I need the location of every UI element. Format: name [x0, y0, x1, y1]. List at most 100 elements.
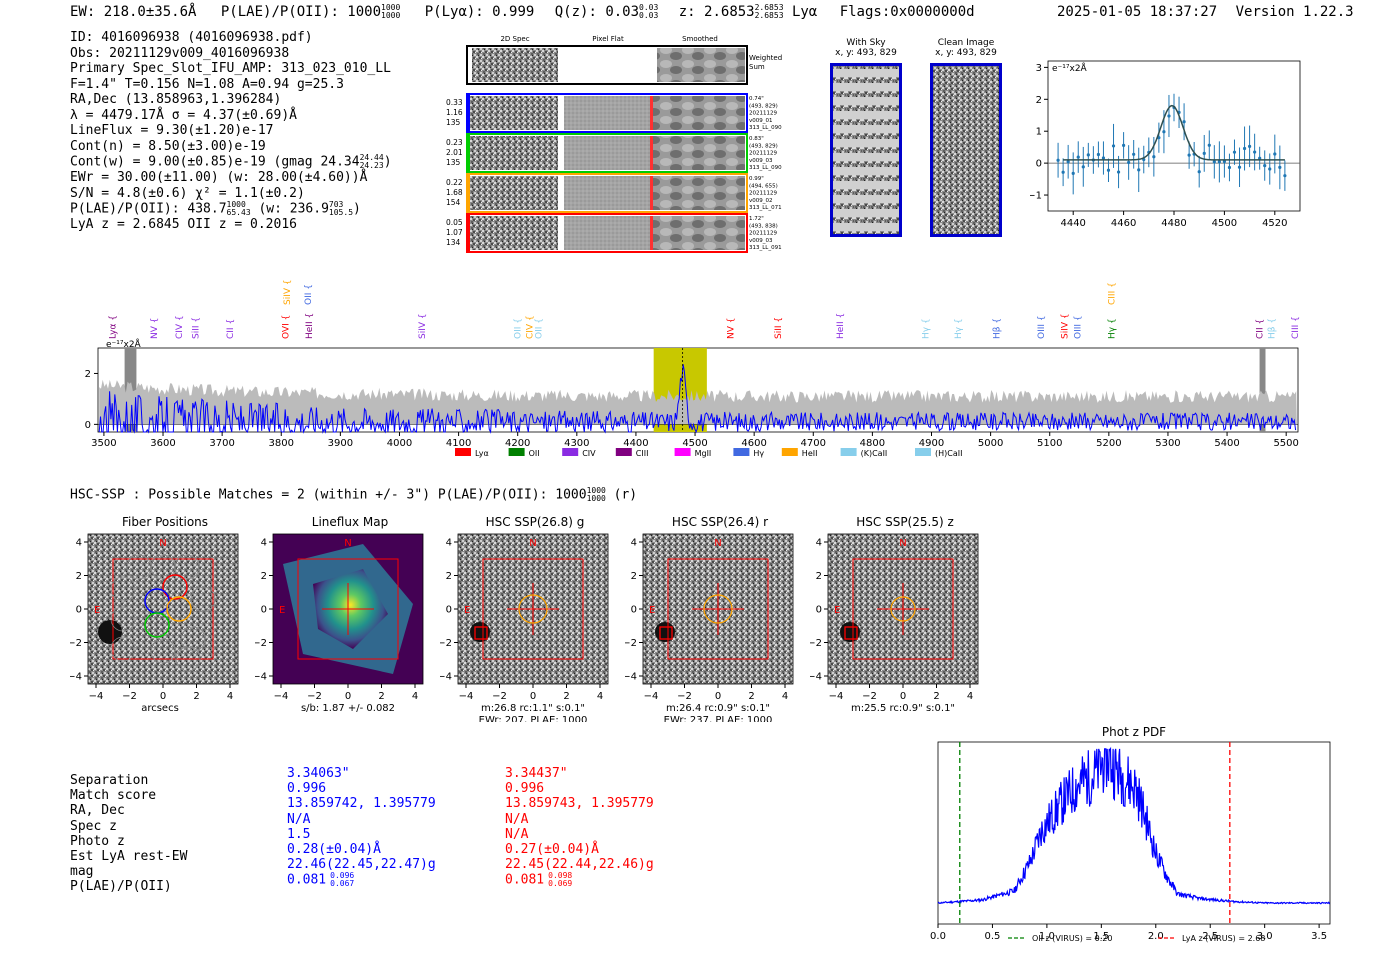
- spec-xtick-label: 4300: [564, 438, 589, 449]
- image-panel: HSC SSP(25.5) z N E −4 −2 0 2 4 4 2 0 −2 −4 m:25.5 rc…: [810, 515, 979, 714]
- north-label: N: [159, 538, 166, 549]
- legend-label: Lyα: [475, 449, 489, 458]
- datetime: 2025-01-05 18:37:27: [1057, 4, 1218, 20]
- panel-ytick-label: −2: [440, 638, 452, 649]
- fit-point: [1096, 152, 1100, 157]
- match-value: 0.27(±0.04)Å: [505, 842, 599, 858]
- aperture-box: [112, 558, 214, 660]
- fit-point: [1268, 167, 1272, 171]
- fit-point: [1167, 114, 1171, 118]
- east-label: E: [279, 605, 285, 616]
- legend-swatch: [781, 448, 798, 456]
- lambda-line: λ = 4479.17Å σ = 4.37(±0.69)Å: [70, 107, 297, 123]
- header-right: 2025-01-05 18:37:27 Version 1.22.3: [1057, 4, 1354, 20]
- panel-ytick-label: −4: [70, 672, 82, 683]
- match-row-label: Est LyA rest-EW: [70, 849, 188, 865]
- cutout-right-label: 313_LL_091: [749, 245, 782, 251]
- spec-xtick-label: 4900: [919, 438, 944, 449]
- panel-xtick-label: 2: [563, 691, 569, 702]
- panel-xtick-label: 4: [967, 691, 973, 702]
- hsc-title: HSC-SSP : Possible Matches = 2 (within +…: [70, 486, 638, 503]
- legend-label: (K)CaII: [861, 449, 888, 458]
- emission-line-label: SiIV {: [283, 279, 293, 305]
- fit-point: [1237, 165, 1242, 169]
- fiber-circle: [174, 554, 200, 580]
- match-value: 1.5: [287, 826, 311, 842]
- spec-xtick-label: 4600: [741, 438, 766, 449]
- panel-xtick-label: −2: [862, 691, 877, 702]
- id-line: ID: 4016096938 (4016096938.pdf): [70, 30, 313, 45]
- panel-xtick-label: −4: [274, 691, 289, 702]
- match-value: 22.45(22.44,22.46)g: [505, 857, 654, 873]
- fit-point: [1283, 174, 1287, 178]
- panel-ytick-label: −2: [255, 638, 267, 649]
- panel-ytick-label: −4: [810, 672, 822, 683]
- panel-xtick-label: 4: [597, 691, 603, 702]
- legend-swatch: [840, 448, 857, 456]
- panel-xtick-label: 0: [900, 691, 906, 702]
- legend-swatch: [674, 448, 691, 456]
- panel-caption: EWr: 207, PLAE: 1000: [479, 715, 588, 722]
- aperture-box: [297, 558, 399, 660]
- panel-xtick-label: 2: [933, 691, 939, 702]
- spectrum-ylabel: e⁻¹⁷x2Å: [106, 338, 142, 350]
- fit-point: [1182, 120, 1186, 124]
- fit-ylabel: e⁻¹⁷x2Å: [1052, 62, 1088, 74]
- fit-point: [1187, 153, 1191, 157]
- spec-xtick-label: 5100: [1037, 438, 1062, 449]
- cutout-left-label: 135: [446, 158, 461, 167]
- cutout-right-label: 20211129: [749, 191, 777, 197]
- fit-point: [1202, 151, 1206, 155]
- panel-caption: arcsecs: [141, 703, 179, 714]
- fit-point: [1081, 165, 1085, 169]
- spectra-cutouts: 2D Spec Pixel Flat Smoothed Weighted Sum…: [446, 35, 782, 253]
- fiber-circle: [180, 626, 206, 652]
- fit-point: [1076, 155, 1080, 159]
- spec-xtick-label: 5500: [1273, 438, 1298, 449]
- spec-xtick-label: 4800: [860, 438, 885, 449]
- panel-ytick-label: −4: [255, 672, 267, 683]
- panel-ytick-label: 0: [261, 605, 267, 616]
- fit-point: [1111, 144, 1116, 148]
- emission-line-label: SiII {: [191, 317, 201, 339]
- photz-title: Phot z PDF: [1102, 725, 1166, 739]
- panel-ytick-label: −2: [625, 638, 637, 649]
- panel-xtick-label: −2: [677, 691, 692, 702]
- line-fit-plot: e⁻¹⁷x2Å 4440 4460 4480 4500 4520 3 2 1 0 −1: [1030, 60, 1301, 229]
- clean-image: [930, 63, 1002, 237]
- east-label: E: [94, 605, 100, 616]
- cutout-right-label: (493, 838): [749, 223, 778, 229]
- match-value: 22.46(22.45,22.47)g: [287, 857, 436, 873]
- panel-ytick-label: 2: [261, 571, 267, 582]
- clean-image-title: Clean Image x, y: 493, 829: [935, 38, 997, 58]
- bright-source: [98, 620, 122, 644]
- spec-xtick-label: 3700: [209, 438, 234, 449]
- version: Version 1.22.3: [1235, 4, 1354, 20]
- spec-xtick-label: 5300: [1155, 438, 1180, 449]
- emission-line-label: CII {: [226, 319, 236, 339]
- emission-line-label: Lyα {: [109, 315, 119, 339]
- cutout-right-label: 20211129: [749, 231, 777, 237]
- north-label: N: [344, 538, 351, 549]
- panel-ytick-label: −4: [625, 672, 637, 683]
- with-sky-title: With Sky x, y: 493, 829: [835, 38, 897, 58]
- match-2-values: 3.34437" 0.996 13.859743, 1.395779 N/A N/A 0.…: [505, 766, 654, 888]
- emission-line-label: Hβ {: [1267, 318, 1277, 339]
- panel-xtick-label: 4: [227, 691, 233, 702]
- cutout-left-label: 0.23: [446, 138, 463, 147]
- cutout-left-label: 1.16: [446, 108, 463, 117]
- emission-line-label: SiIV {: [1060, 313, 1070, 339]
- fit-line: F=1.4" T=0.156 N=1.08 A=0.94 g=25.3: [70, 76, 344, 92]
- fit-point: [1278, 165, 1282, 169]
- plya-text: P(Lyα): 0.999: [424, 4, 535, 20]
- source-aperture: [890, 596, 916, 622]
- photz-xtick-label: 0.0: [930, 931, 946, 942]
- legend-label: OII: [529, 449, 540, 458]
- col-pixel-flat: Pixel Flat: [592, 35, 624, 43]
- panel-ytick-label: 4: [631, 538, 637, 549]
- match-row-label: Spec z: [70, 818, 117, 834]
- panel-xtick-label: 0: [530, 691, 536, 702]
- emission-line-label: SiII {: [774, 317, 784, 339]
- match-marker: [844, 626, 858, 640]
- image-panel: HSC SSP(26.4) r N E −4 −2 0 2 4 4 2 0 −2 −4 m:26.4 rc…: [625, 515, 794, 722]
